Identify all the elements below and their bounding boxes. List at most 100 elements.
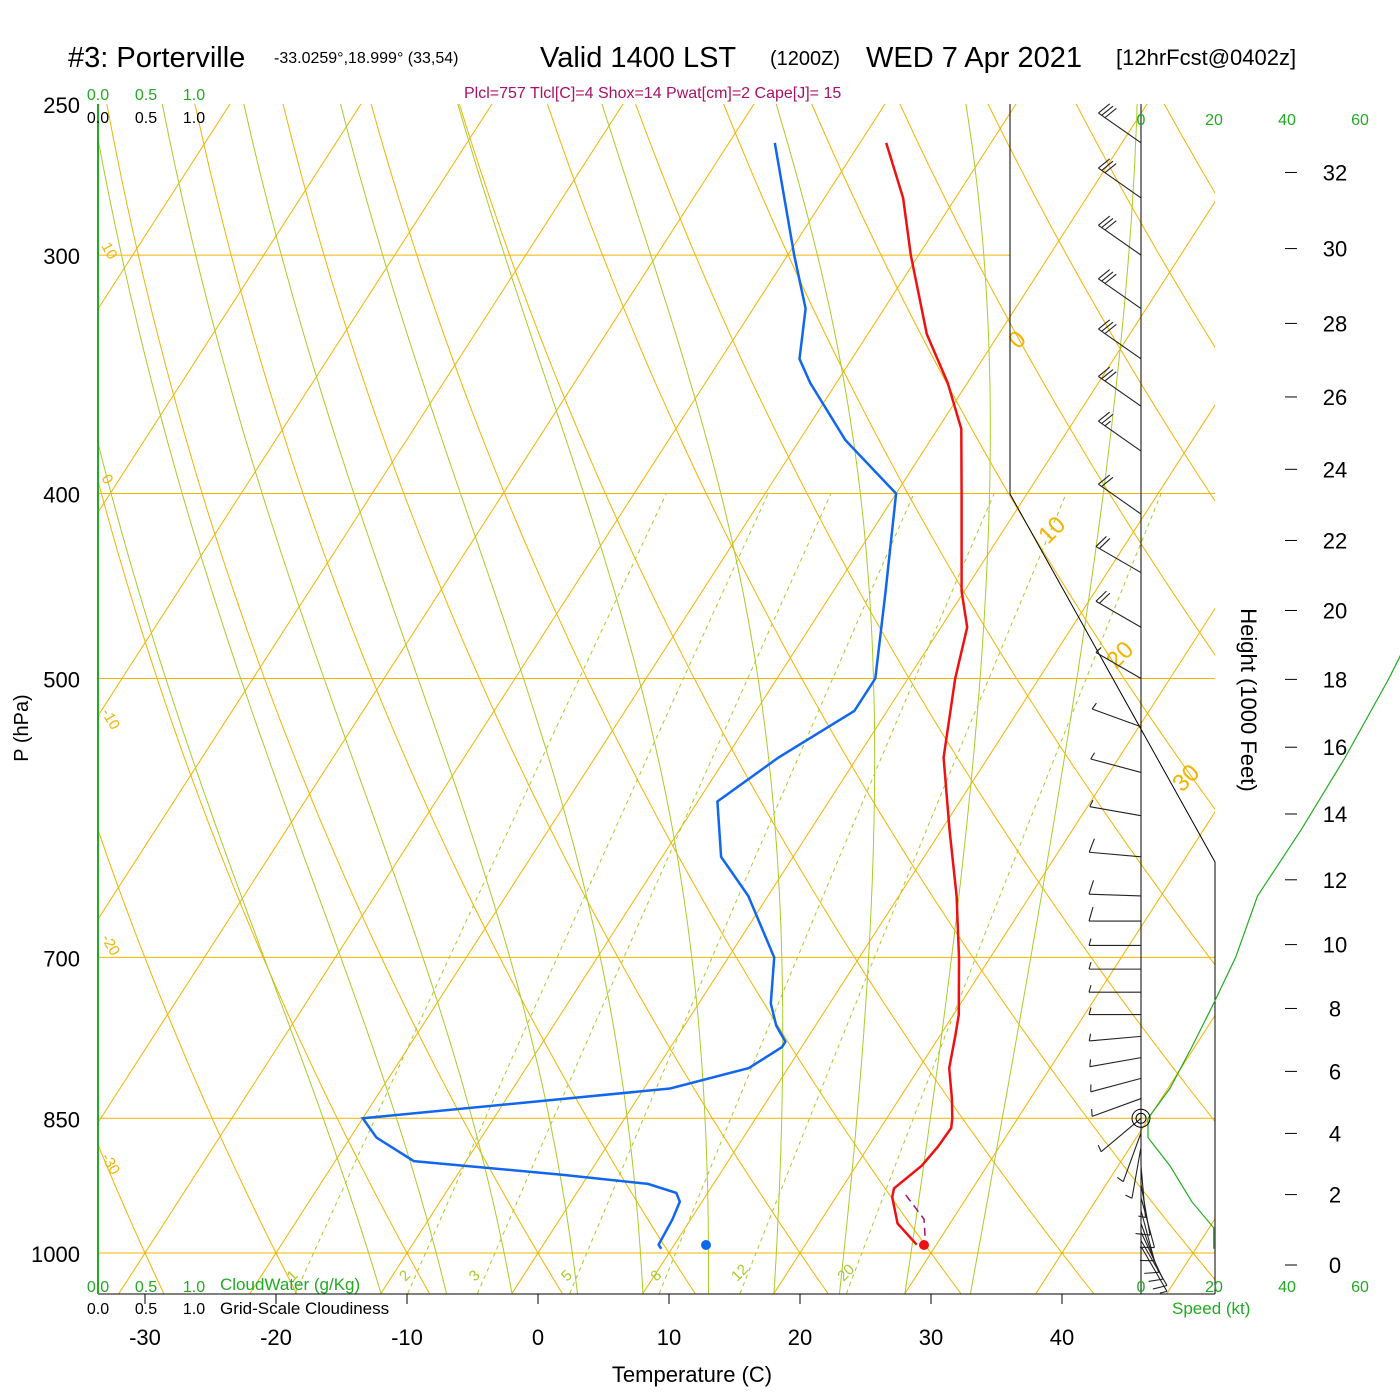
- pressure-tick-label: 400: [43, 483, 80, 508]
- speed-scale-label: Speed (kt): [1172, 1299, 1250, 1318]
- wind-barb: [1098, 474, 1142, 515]
- height-tick-label: 8: [1329, 996, 1341, 1021]
- height-tick-label: 32: [1323, 160, 1347, 185]
- cloud-scale-bottom-black: 0.5: [135, 1301, 157, 1318]
- cloud-scale-bottom-black: 1.0: [183, 1301, 205, 1318]
- wind-barb: [1098, 269, 1142, 310]
- x-tick-label: -10: [391, 1325, 423, 1350]
- isotherm-line: [904, 811, 1215, 1294]
- dry-adiabat-line: [723, 104, 1215, 966]
- wind-barb: [1125, 1146, 1142, 1199]
- isotherm-line: [511, 200, 1215, 1294]
- height-axis-label: Height (1000 Feet): [1236, 608, 1261, 791]
- isotherm-label: 0: [98, 472, 117, 488]
- mixing-ratio-label: 5: [558, 1267, 576, 1285]
- wind-barb: [1098, 319, 1142, 360]
- height-curve: [1147, 655, 1400, 1249]
- isotherm-line: [98, 104, 755, 1124]
- cloudwater-label: CloudWater (g/Kg): [220, 1275, 360, 1294]
- moist-adiabat-line: [98, 135, 447, 1294]
- wind-barb: [1088, 985, 1141, 993]
- sounding-params: Plcl=757 Tlcl[C]=4 Shox=14 Pwat[cm]=2 Ca…: [464, 85, 841, 102]
- height-tick-label: 10: [1323, 933, 1347, 958]
- height-tick-label: 18: [1323, 667, 1347, 692]
- moist-adiabat-line: [775, 104, 876, 1294]
- dry-adiabat-label: 0: [1003, 326, 1032, 355]
- dry-adiabat-line: [1163, 104, 1215, 194]
- y-axis-label: P (hPa): [11, 694, 33, 761]
- mixing-ratio-line: [846, 493, 1162, 1294]
- speed-scale-top: 0: [1137, 112, 1146, 129]
- wind-barb: [1088, 961, 1141, 970]
- wind-barb: [1088, 938, 1141, 947]
- x-tick-label: -30: [129, 1325, 161, 1350]
- x-tick-label: 30: [919, 1325, 943, 1350]
- isotherm-line: [1035, 1014, 1215, 1294]
- dry-adiabat-line: [899, 104, 1215, 656]
- isotherm-line: [380, 104, 1148, 1294]
- wind-barb: [1089, 799, 1142, 817]
- valid-time: Valid 1400 LST: [540, 42, 736, 74]
- cloud-scale: 0.0 0.5 1.0 0.0 0.5 1.0 0.0 0.5 1.0 0.0 0.5 1.0 Clou…: [87, 87, 389, 1318]
- isotherm-line: [249, 104, 1017, 1294]
- moist-adiabat-line: [98, 441, 382, 1294]
- height-tick-label: 4: [1329, 1121, 1341, 1146]
- speed-scale-top: 20: [1205, 112, 1223, 129]
- isotherm-label: 10: [98, 240, 121, 263]
- surface-temperature-marker: [919, 1240, 929, 1250]
- isotherm-line: [1166, 1217, 1215, 1294]
- wind-barb: [1098, 411, 1142, 452]
- isotherm-line: [98, 104, 624, 921]
- moist-adiabat-line: [339, 104, 644, 1294]
- pressure-tick-label: 850: [43, 1107, 80, 1132]
- height-tick-label: 6: [1329, 1059, 1341, 1084]
- wind-barb: [1088, 880, 1142, 897]
- mixing-ratio-label: 3: [466, 1267, 484, 1285]
- dewpoint-profile: [360, 142, 898, 1250]
- cloud-scale-top-green: 0.5: [135, 87, 157, 104]
- moist-adiabat-line: [161, 104, 513, 1294]
- station-coords: -33.0259°,18.999° (33,54): [274, 50, 458, 67]
- dry-adiabat-line: [0, 70, 31, 1293]
- x-tick-label: 20: [788, 1325, 812, 1350]
- dry-adiabat-line: [98, 828, 298, 1294]
- isotherm-line: [98, 104, 231, 310]
- parcel-path: [903, 1192, 927, 1249]
- wind-barb: [1095, 647, 1142, 679]
- pressure-tick-label: 1000: [31, 1242, 80, 1267]
- isotherm-line: [642, 404, 1215, 1294]
- height-tick-label: 26: [1323, 385, 1347, 410]
- cloud-scale-top-black: 0.0: [87, 110, 109, 127]
- height-tick-label: 16: [1323, 735, 1347, 760]
- lcl-marker-inner: [1135, 1112, 1147, 1124]
- wind-barb: [1088, 838, 1142, 858]
- moist-adiabat-line: [457, 104, 709, 1294]
- x-tick-label: 40: [1050, 1325, 1074, 1350]
- speed-scale-bottom: 40: [1278, 1279, 1296, 1296]
- height-tick-label: 12: [1323, 868, 1347, 893]
- plot-frame: [97, 104, 1216, 1295]
- wind-barb: [1098, 366, 1142, 407]
- dry-adiabat-label: 30: [1167, 759, 1205, 797]
- wind-barb: [1098, 103, 1142, 144]
- cloud-scale-bottom-black: 0.0: [87, 1301, 109, 1318]
- dry-adiabat-line: [458, 104, 1094, 1294]
- wind-barb: [1088, 1007, 1141, 1016]
- wind-barb: [1116, 1132, 1142, 1183]
- wind-barb: [1135, 1183, 1151, 1236]
- height-tick-label: 0: [1329, 1253, 1341, 1278]
- wind-barb: [1138, 1165, 1147, 1219]
- pressure-tick-label: 500: [43, 668, 80, 693]
- pressure-tick-label: 250: [43, 93, 80, 118]
- dry-adiabat-line: [370, 104, 962, 1294]
- dry-adiabat-line: [811, 104, 1215, 811]
- x-tick-label: -20: [260, 1325, 292, 1350]
- dry-adiabat-line: [987, 104, 1215, 502]
- station-title: #3: Porterville: [68, 42, 245, 74]
- cloud-scale-top-black: 1.0: [183, 110, 205, 127]
- valid-date: WED 7 Apr 2021: [866, 42, 1082, 74]
- pressure-tick-label: 700: [43, 946, 80, 971]
- height-tick-label: 2: [1329, 1183, 1341, 1208]
